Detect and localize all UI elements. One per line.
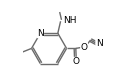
Text: O: O (81, 42, 88, 52)
Text: N: N (96, 39, 102, 48)
Text: NH: NH (63, 16, 76, 25)
Text: O: O (73, 57, 80, 66)
Text: N: N (37, 29, 44, 38)
